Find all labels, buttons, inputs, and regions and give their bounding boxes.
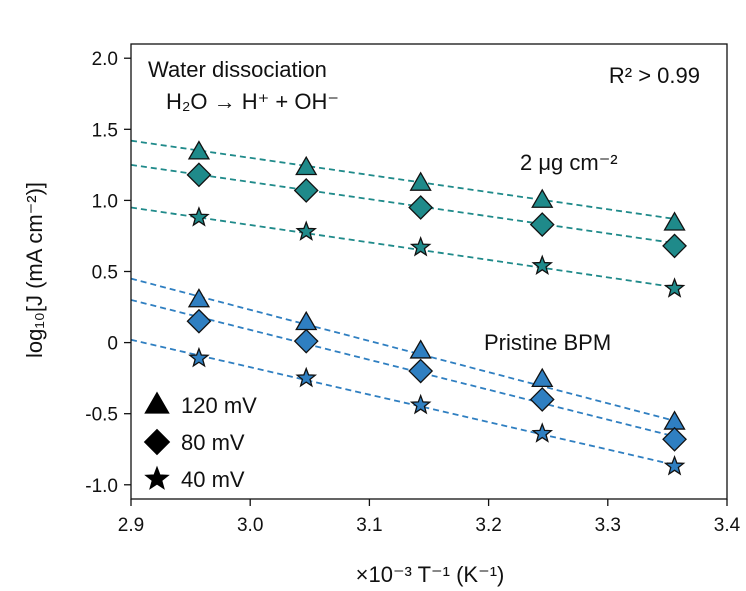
data-point-triangle [295, 155, 318, 176]
data-point-diamond [408, 195, 434, 220]
annotation-group-loaded: 2 μg cm⁻² [520, 150, 618, 175]
fit-line [130, 277, 675, 422]
y-tick-label: 0 [107, 334, 118, 355]
x-tick-label: 3.4 [714, 515, 741, 536]
data-point-diamond [408, 358, 434, 384]
y-tick-label: 2.0 [92, 49, 118, 70]
data-point-triangle [409, 339, 432, 359]
legend-marker-diamond [143, 428, 171, 456]
fit-line [130, 163, 675, 244]
legend-marker-triangle [144, 391, 170, 414]
fit-line [130, 139, 675, 220]
x-tick-label: 3.0 [237, 515, 263, 536]
data-point-triangle [663, 211, 686, 231]
annotation-reaction: H₂O → H⁺ + OH⁻ [166, 89, 339, 114]
x-tick-label: 3.2 [475, 515, 501, 536]
y-tick-label: 0.5 [92, 263, 118, 284]
x-tick-label: 2.9 [118, 515, 144, 536]
data-point-diamond [293, 328, 319, 354]
legend: 120 mV 80 mV 40 mV [143, 391, 257, 492]
data-point-star [188, 346, 210, 368]
data-point-star [531, 422, 554, 443]
x-tick-label: 3.1 [356, 515, 382, 536]
data-point-star [531, 254, 554, 276]
annotation-title: Water dissociation [148, 57, 327, 82]
data-point-diamond [529, 212, 555, 237]
data-point-star [295, 220, 318, 241]
fit-line [130, 206, 675, 289]
data-points [186, 140, 687, 476]
data-point-diamond [186, 162, 212, 188]
data-point-star [409, 393, 432, 415]
fit-lines [130, 139, 675, 466]
data-point-star [409, 235, 432, 257]
y-tick-label: 1.5 [92, 120, 118, 141]
x-axis-label: ×10⁻³ T⁻¹ (K⁻¹) [356, 562, 505, 587]
legend-marker-star [144, 465, 170, 490]
data-point-star [188, 206, 210, 227]
data-point-triangle [531, 367, 554, 388]
data-point-triangle [295, 310, 318, 331]
y-tick-label: -1.0 [85, 476, 118, 497]
x-tick-label: 3.3 [595, 515, 621, 536]
data-point-triangle [663, 410, 686, 430]
data-point-diamond [293, 178, 319, 203]
legend-label: 40 mV [181, 467, 245, 492]
y-axis-ticks: 2.0 1.5 1.0 0.5 0 -0.5 -1.0 [85, 49, 131, 497]
data-point-star [295, 366, 318, 388]
x-axis-ticks: 2.9 3.0 3.1 3.2 3.3 3.4 [118, 499, 741, 536]
data-point-triangle [187, 140, 211, 160]
fit-line [130, 338, 675, 466]
annotation-group-pristine: Pristine BPM [484, 330, 611, 355]
data-point-triangle [531, 188, 554, 208]
fit-line [130, 299, 675, 438]
data-point-diamond [529, 387, 555, 412]
data-point-triangle [409, 171, 432, 191]
y-tick-label: -0.5 [85, 405, 118, 426]
annotation-r-squared: R² > 0.99 [609, 63, 700, 88]
data-point-diamond [662, 426, 687, 452]
data-point-diamond [186, 308, 212, 334]
data-point-star [663, 277, 686, 298]
data-point-triangle [187, 288, 211, 308]
legend-label: 120 mV [181, 393, 257, 418]
data-point-diamond [662, 233, 687, 259]
y-tick-label: 1.0 [92, 191, 118, 212]
legend-label: 80 mV [181, 430, 245, 455]
data-point-star [663, 454, 686, 476]
y-axis-label: log₁₀[J (mA cm⁻²)] [22, 182, 47, 358]
